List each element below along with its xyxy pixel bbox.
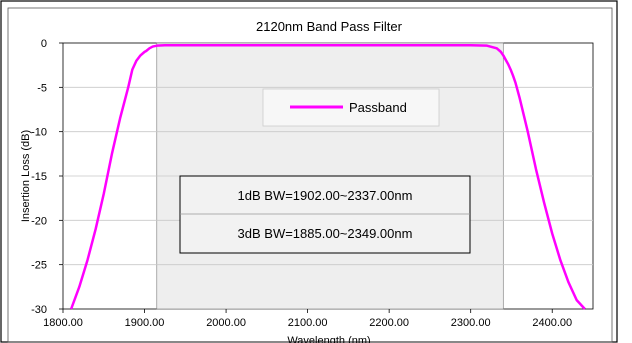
annotation-box: 1dB BW=1902.00~2337.00nm 3dB BW=1885.00~… (179, 175, 471, 254)
y-tick-label: -10 (31, 127, 47, 139)
y-tick-label: -15 (31, 171, 47, 183)
x-tick-label: 1900.00 (125, 317, 165, 329)
chart-title: 2120nm Band Pass Filter (256, 19, 403, 34)
x-tick-label: 1800.00 (43, 317, 83, 329)
y-tick-label: -20 (31, 215, 47, 227)
x-tick-label: 2300.00 (451, 317, 491, 329)
legend: Passband (262, 88, 440, 127)
x-axis-label: Wavelength (nm) (287, 335, 370, 343)
x-tick-label: 2100.00 (288, 317, 328, 329)
y-tick-label: -5 (37, 82, 47, 94)
y-axis: 0 -5 -10 -15 -20 -25 -30 (31, 38, 63, 316)
plot-area: 1800.00 1900.00 2000.00 2100.00 2200.00 2300.… (31, 38, 594, 329)
inner-frame (7, 7, 613, 343)
y-tick-label: -30 (31, 304, 47, 316)
y-tick-label: -25 (31, 260, 47, 272)
y-tick-label: 0 (41, 38, 47, 50)
series-line-passband (69, 43, 586, 310)
x-tick-label: 2200.00 (369, 317, 409, 329)
annotation-border (179, 175, 471, 254)
legend-label-passband: Passband (349, 100, 407, 115)
y-axis-label: Insertion Loss (dB) (20, 130, 32, 222)
annotation-1db-bw: 1dB BW=1902.00~2337.00nm (238, 188, 413, 203)
annotation-3db-bw: 3dB BW=1885.00~2349.00nm (238, 226, 413, 241)
x-tick-label: 2400.00 (532, 317, 572, 329)
x-tick-label: 2000.00 (206, 317, 246, 329)
x-axis: 1800.00 1900.00 2000.00 2100.00 2200.00 2300.… (43, 309, 572, 329)
